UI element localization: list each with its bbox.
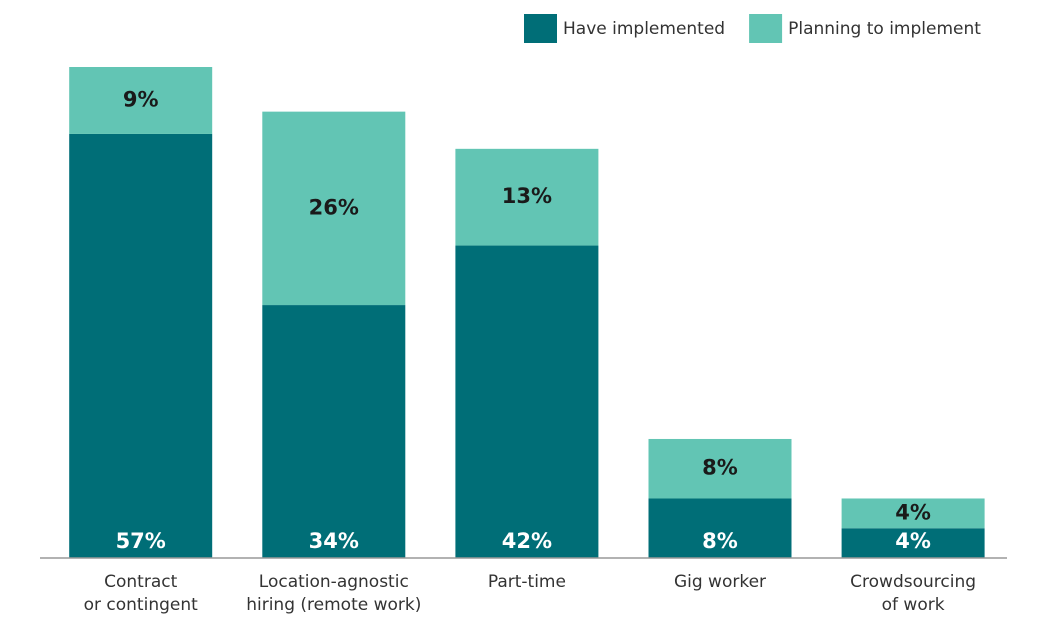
data-label: 42% [502, 529, 552, 553]
bar-segment [648, 498, 792, 558]
legend-swatch [749, 14, 783, 43]
bar-segment [262, 305, 406, 558]
data-label: 9% [123, 87, 159, 111]
data-label: 4% [895, 500, 931, 524]
bar-segment [841, 528, 985, 558]
legend-label: Have implemented [563, 19, 725, 39]
x-tick-label: Part-time [488, 572, 566, 592]
data-label: 57% [116, 529, 166, 553]
bar-segment [455, 245, 599, 558]
x-tick-label: Crowdsourcing [850, 572, 976, 592]
x-tick-label: Gig worker [674, 572, 766, 592]
bar-segment [262, 111, 406, 306]
bar-segment [69, 133, 213, 559]
legend-swatch [524, 14, 557, 43]
bar-segment [841, 498, 985, 529]
data-label: 34% [309, 529, 359, 553]
bar-segment [648, 438, 792, 499]
x-tick-label: Location-agnostic [259, 572, 409, 592]
bar-segment [455, 148, 599, 246]
data-label: 8% [702, 456, 738, 480]
data-label: 13% [502, 184, 552, 208]
x-tick-label: hiring (remote work) [246, 595, 421, 615]
x-tick-label: or contingent [84, 595, 199, 615]
x-tick-label: Contract [104, 572, 177, 592]
data-label: 26% [309, 195, 359, 219]
legend-label: Planning to implement [788, 19, 981, 39]
data-label: 8% [702, 529, 738, 553]
x-tick-label: of work [882, 595, 945, 615]
data-label: 4% [895, 529, 931, 553]
bar-segment [69, 67, 213, 134]
